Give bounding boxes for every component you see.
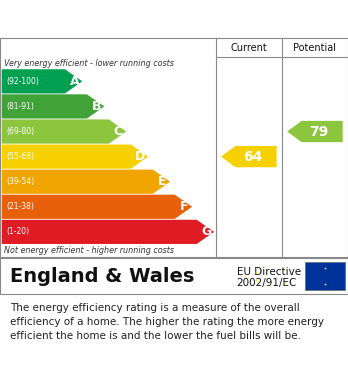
Polygon shape	[221, 146, 277, 167]
Polygon shape	[2, 195, 192, 219]
Text: (92-100): (92-100)	[6, 77, 39, 86]
Text: Very energy efficient - lower running costs: Very energy efficient - lower running co…	[4, 59, 174, 68]
Polygon shape	[2, 69, 82, 93]
Text: F: F	[180, 200, 189, 213]
Text: B: B	[92, 100, 101, 113]
Text: (81-91): (81-91)	[6, 102, 34, 111]
Text: (69-80): (69-80)	[6, 127, 34, 136]
Text: A: A	[70, 75, 79, 88]
Text: The energy efficiency rating is a measure of the overall efficiency of a home. T: The energy efficiency rating is a measur…	[10, 303, 324, 341]
Text: England & Wales: England & Wales	[10, 267, 195, 285]
Text: E: E	[158, 175, 167, 188]
Text: 64: 64	[243, 150, 263, 163]
Text: Not energy efficient - higher running costs: Not energy efficient - higher running co…	[4, 246, 174, 255]
Text: G: G	[201, 225, 211, 239]
Text: (1-20): (1-20)	[6, 227, 29, 237]
Text: C: C	[114, 125, 123, 138]
Text: (21-38): (21-38)	[6, 202, 34, 211]
Polygon shape	[287, 121, 343, 142]
Text: Potential: Potential	[293, 43, 337, 52]
Text: 2002/91/EC: 2002/91/EC	[237, 278, 297, 288]
Bar	[304, 262, 345, 290]
Polygon shape	[2, 94, 104, 118]
Text: (55-68): (55-68)	[6, 152, 34, 161]
Polygon shape	[2, 220, 214, 244]
Text: (39-54): (39-54)	[6, 177, 34, 186]
Polygon shape	[2, 170, 170, 194]
Text: Current: Current	[230, 43, 267, 52]
Text: D: D	[135, 150, 145, 163]
Text: 79: 79	[309, 124, 329, 138]
Polygon shape	[2, 119, 126, 143]
Text: EU Directive: EU Directive	[237, 267, 301, 278]
Polygon shape	[2, 145, 148, 169]
Text: Energy Efficiency Rating: Energy Efficiency Rating	[10, 11, 220, 26]
